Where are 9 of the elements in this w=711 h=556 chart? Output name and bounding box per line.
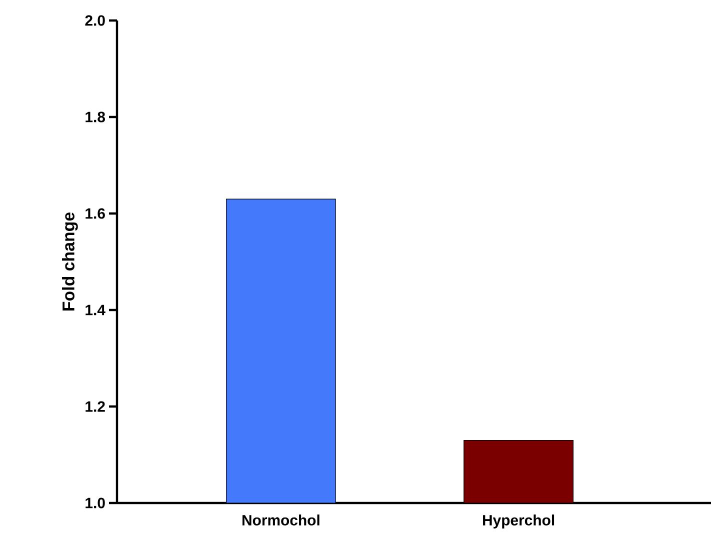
x-tick-label: Normochol — [242, 514, 320, 526]
y-tick-label: 1.2 — [86, 401, 105, 412]
y-tick-label: 1.6 — [86, 208, 105, 219]
y-axis-title: Fold change — [62, 212, 78, 310]
y-tick-label: 2.0 — [85, 15, 105, 26]
y-tick-label: 1.8 — [86, 112, 106, 122]
x-tick-label: Hyperchol — [483, 514, 554, 528]
y-tick-label: 1.4 — [86, 304, 106, 316]
y-tick-label: 1.0 — [86, 498, 105, 508]
